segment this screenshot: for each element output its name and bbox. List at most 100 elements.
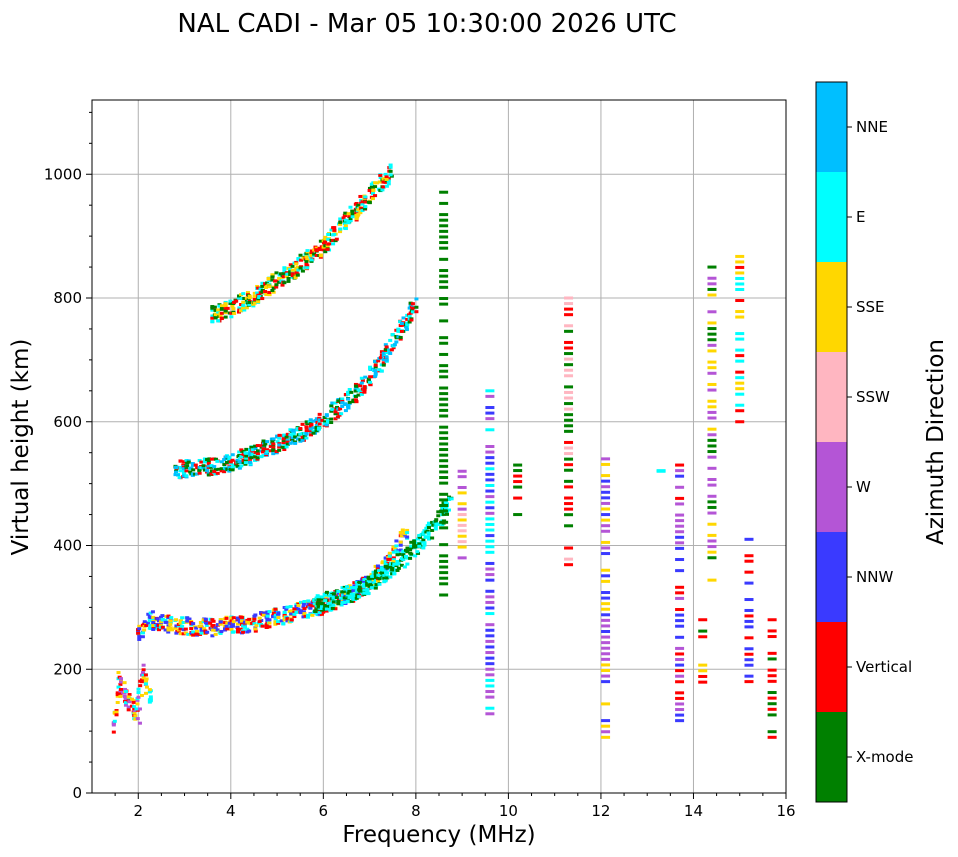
echo-mark [403, 554, 408, 558]
echo-mark [229, 311, 234, 315]
echo-mark [379, 369, 384, 373]
echo-mark [241, 304, 246, 308]
y-tick-label: 1000 [44, 165, 82, 183]
echo-mark [564, 374, 574, 378]
echo-mark [180, 616, 185, 620]
echo-mark [268, 443, 273, 447]
echo-mark [354, 580, 359, 584]
echo-mark [367, 580, 372, 584]
echo-mark [223, 621, 228, 625]
echo-mark [265, 614, 270, 618]
echo-mark [263, 290, 268, 294]
colorbar-swatch [816, 352, 847, 442]
echo-mark [398, 531, 403, 535]
echo-mark [513, 463, 523, 467]
echo-mark [243, 461, 248, 465]
echo-mark [247, 296, 252, 300]
echo-mark [356, 388, 361, 392]
echo-mark [183, 631, 188, 635]
echo-mark [735, 403, 745, 407]
echo-mark [252, 291, 257, 295]
echo-mark [288, 605, 293, 609]
echo-mark [675, 674, 685, 678]
echo-mark [386, 561, 391, 565]
echo-mark [707, 478, 717, 481]
echo-mark [173, 626, 178, 630]
echo-mark [449, 497, 454, 501]
echo-mark [205, 468, 210, 472]
echo-mark [136, 695, 141, 699]
echo-mark [279, 619, 284, 623]
echo-mark [380, 568, 385, 572]
echo-mark [336, 399, 341, 403]
echo-mark [305, 258, 310, 262]
echo-mark [744, 570, 754, 574]
x-axis-label: Frequency (MHz) [342, 822, 535, 848]
echo-mark [443, 500, 448, 504]
echo-mark [564, 346, 574, 350]
echo-mark [285, 439, 290, 443]
echo-mark [271, 448, 276, 452]
colorbar-label-item: NNE [856, 118, 888, 136]
echo-mark [405, 528, 410, 532]
echo-mark [130, 697, 135, 701]
echo-mark [324, 590, 329, 594]
echo-mark [280, 283, 285, 287]
echo-mark [336, 602, 341, 606]
echo-mark [210, 308, 215, 312]
echo-mark [322, 592, 327, 596]
echo-mark [288, 428, 293, 432]
echo-mark [137, 635, 142, 639]
echo-mark [383, 172, 388, 176]
echo-mark [601, 719, 611, 723]
echo-mark [111, 723, 116, 727]
echo-mark [564, 413, 574, 417]
echo-mark [412, 539, 417, 543]
echo-mark [485, 428, 495, 432]
echo-mark [304, 420, 309, 424]
echo-mark [370, 576, 375, 580]
echo-mark [188, 470, 193, 474]
echo-mark [286, 279, 291, 283]
echo-mark [293, 435, 298, 439]
echo-mark [342, 585, 347, 589]
echo-mark [300, 435, 305, 439]
echo-mark [485, 623, 495, 627]
echo-mark [235, 625, 240, 629]
echo-mark [343, 594, 348, 598]
echo-mark [373, 576, 378, 580]
echo-mark [408, 548, 413, 552]
echo-mark [294, 610, 299, 614]
echo-mark [281, 445, 286, 449]
echo-mark [267, 618, 272, 622]
echo-mark [264, 625, 269, 629]
echo-mark [340, 596, 345, 600]
echo-mark [147, 688, 152, 692]
echo-mark [601, 591, 611, 595]
echo-mark [707, 511, 717, 515]
echo-mark [300, 422, 305, 426]
echo-mark [331, 596, 336, 600]
echo-mark [229, 619, 234, 623]
echo-mark [227, 455, 232, 459]
echo-mark [204, 623, 209, 627]
echo-mark [405, 556, 410, 560]
echo-mark [362, 387, 367, 391]
echo-mark [197, 468, 202, 472]
echo-mark [735, 265, 745, 269]
echo-mark [333, 412, 338, 416]
echo-mark [457, 475, 467, 479]
echo-mark [316, 427, 321, 431]
echo-mark [232, 300, 237, 304]
echo-mark [324, 607, 329, 611]
echo-mark [394, 328, 399, 332]
echo-mark [317, 418, 322, 422]
echo-mark [310, 613, 315, 617]
echo-mark [401, 558, 406, 562]
echo-mark [346, 390, 351, 394]
echo-mark [399, 552, 404, 556]
echo-mark [698, 629, 708, 633]
echo-mark [485, 639, 495, 643]
echo-mark [115, 700, 120, 704]
echo-mark [485, 645, 495, 649]
